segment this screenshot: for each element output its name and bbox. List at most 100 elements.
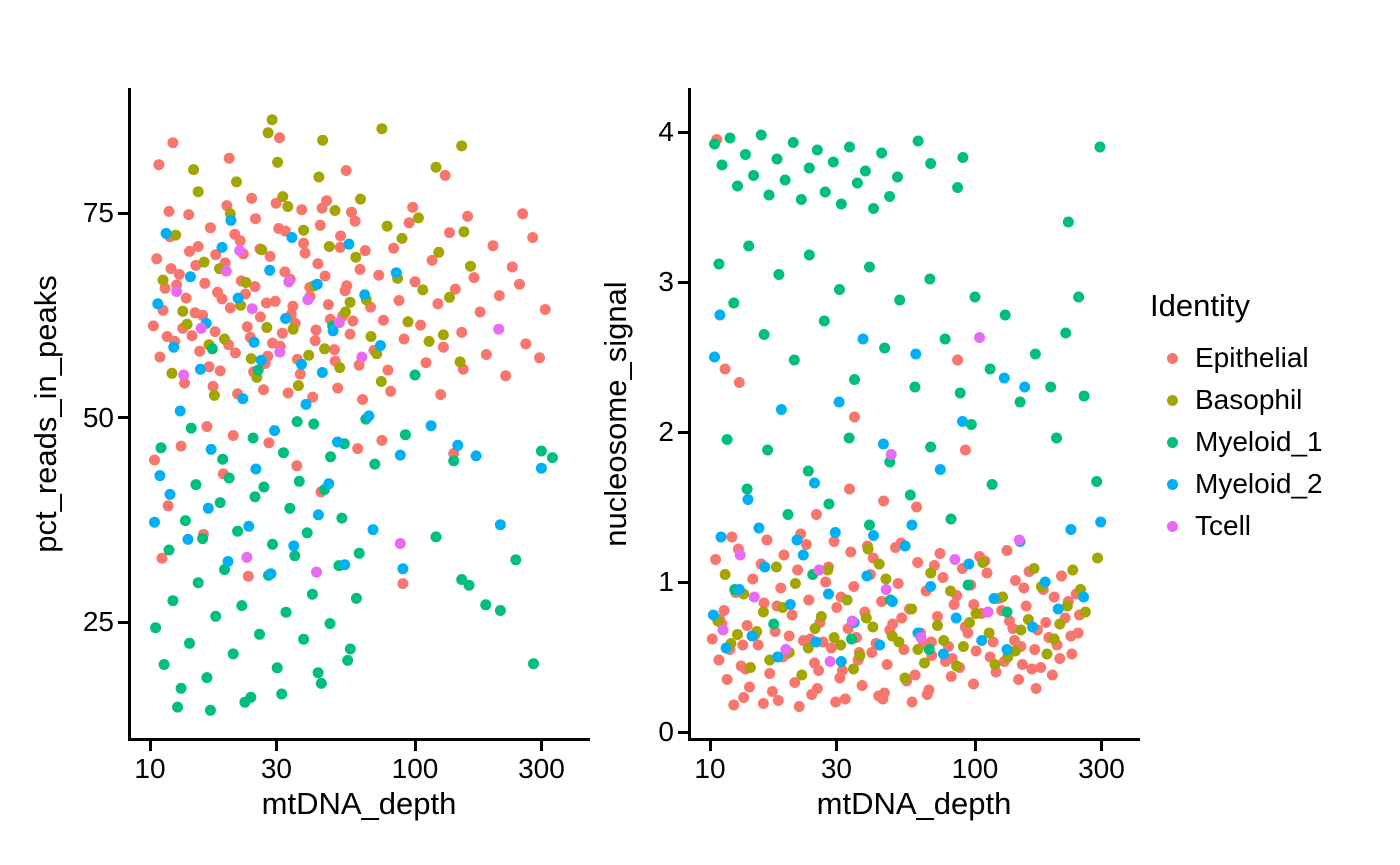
point-Myeloid_1 (743, 240, 755, 252)
x-tick (148, 741, 152, 751)
point-Myeloid_1 (957, 152, 969, 163)
point-Myeloid_1 (762, 444, 774, 456)
point-Epithelial (246, 192, 258, 204)
point-Basophil (770, 561, 782, 573)
point-Tcell (311, 566, 322, 578)
point-Epithelial (906, 696, 918, 708)
x-tick (274, 741, 278, 751)
point-Myeloid_2 (535, 462, 547, 474)
point-Basophil (1061, 600, 1073, 612)
point-Myeloid_2 (791, 534, 803, 546)
point-Epithelial (468, 272, 480, 284)
point-Myeloid_1 (984, 363, 996, 375)
point-Epithelial (210, 249, 222, 261)
point-Epithelial (203, 361, 215, 373)
legend-item-label: Tcell (1195, 510, 1252, 541)
left-y-axis-title: pct_reads_in_peaks (28, 275, 63, 553)
point-Epithelial (970, 645, 982, 657)
point-Myeloid_1 (1001, 606, 1013, 618)
point-Epithelial (830, 696, 842, 708)
point-Epithelial (896, 612, 908, 624)
point-Basophil (433, 246, 445, 258)
point-Tcell (885, 449, 897, 460)
point-Myeloid_1 (864, 261, 875, 273)
point-Myeloid_2 (255, 354, 267, 366)
point-Myeloid_1 (843, 432, 855, 444)
point-Myeloid_2 (149, 516, 160, 528)
point-Myeloid_2 (753, 522, 765, 534)
point-Tcell (717, 624, 729, 636)
point-Myeloid_1 (912, 135, 924, 147)
point-Basophil (1054, 618, 1066, 630)
point-Epithelial (520, 338, 532, 350)
point-Basophil (997, 591, 1008, 603)
x-tick (834, 741, 838, 751)
point-Epithelial (962, 627, 974, 639)
point-Myeloid_2 (714, 309, 726, 321)
point-Epithelial (744, 681, 755, 693)
point-Basophil (375, 376, 387, 387)
point-Epithelial (892, 578, 904, 589)
point-Epithelial (959, 444, 971, 456)
point-Myeloid_1 (172, 701, 183, 713)
point-Basophil (396, 232, 408, 244)
point-Myeloid_1 (795, 194, 807, 205)
x-tick (973, 741, 977, 751)
point-Myeloid_1 (818, 315, 830, 327)
point-Myeloid_1 (217, 453, 229, 465)
point-Myeloid_1 (289, 550, 301, 562)
point-Basophil (809, 623, 821, 634)
point-Tcell (246, 303, 258, 315)
point-Myeloid_1 (1014, 396, 1026, 408)
point-Basophil (860, 612, 872, 624)
legend-item: Tcell (1150, 505, 1251, 547)
legend-item-label: Myeloid_2 (1195, 468, 1323, 499)
point-Myeloid_1 (965, 419, 977, 430)
point-Myeloid_2 (1078, 591, 1090, 603)
point-Epithelial (462, 210, 474, 222)
point-Myeloid_1 (925, 158, 937, 169)
point-Epithelial (260, 297, 272, 309)
point-Myeloid_1 (312, 667, 324, 679)
point-Basophil (181, 318, 193, 330)
point-Epithelial (834, 672, 846, 684)
point-Myeloid_2 (312, 509, 324, 521)
point-Myeloid_1 (271, 662, 283, 674)
point-Myeloid_1 (206, 343, 218, 355)
y-tick-label: 4 (658, 116, 674, 147)
point-Epithelial (192, 241, 204, 252)
legend-swatch-icon (1167, 520, 1178, 532)
point-Myeloid_2 (899, 540, 911, 552)
point-Myeloid_2 (746, 630, 758, 642)
point-Epithelial (741, 620, 753, 631)
point-Epithelial (719, 363, 731, 375)
point-Epithelial (866, 647, 878, 658)
x-tick (539, 741, 543, 751)
point-Myeloid_2 (910, 348, 922, 360)
point-Basophil (970, 608, 982, 619)
point-Epithelial (276, 327, 288, 339)
point-Basophil (873, 558, 885, 570)
point-Myeloid_2 (164, 488, 176, 500)
point-Myeloid_2 (809, 477, 820, 489)
point-Epithelial (352, 443, 364, 455)
point-Myeloid_1 (803, 249, 815, 261)
point-Epithelial (376, 434, 388, 446)
point-Myeloid_1 (306, 588, 318, 600)
point-Myeloid_2 (452, 439, 464, 451)
point-Basophil (319, 343, 331, 355)
point-Basophil (323, 241, 335, 252)
point-Myeloid_2 (1001, 644, 1013, 655)
point-Myeloid_1 (732, 180, 743, 192)
y-tick (118, 620, 128, 624)
point-Epithelial (937, 572, 949, 583)
point-Epithelial (161, 331, 173, 342)
point-Epithelial (349, 215, 361, 227)
point-Epithelial (506, 261, 518, 273)
point-Epithelial (186, 330, 198, 342)
point-Epithelial (254, 311, 266, 323)
point-Myeloid_2 (963, 558, 975, 570)
point-Epithelial (1048, 591, 1060, 603)
point-Myeloid_1 (864, 519, 875, 531)
point-Basophil (219, 333, 230, 345)
